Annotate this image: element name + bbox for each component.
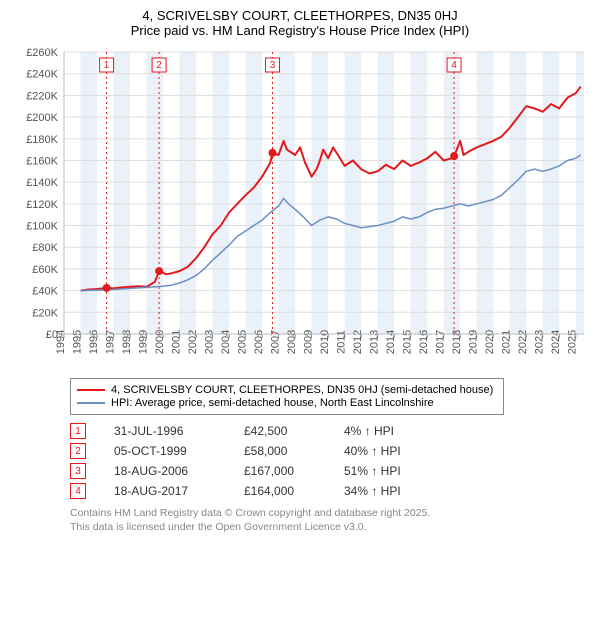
svg-text:2017: 2017: [435, 330, 447, 354]
svg-text:£220K: £220K: [26, 90, 58, 102]
sales-marker: 1: [70, 423, 86, 439]
sales-marker: 2: [70, 443, 86, 459]
svg-text:2021: 2021: [501, 330, 513, 354]
svg-text:£260K: £260K: [26, 47, 58, 59]
svg-text:2025: 2025: [567, 330, 579, 354]
legend-swatch: [77, 402, 105, 404]
svg-text:£100K: £100K: [26, 221, 58, 233]
svg-text:2024: 2024: [550, 330, 562, 354]
sales-row: 1 31-JUL-1996£42,5004% ↑ HPI: [70, 423, 590, 439]
svg-text:2004: 2004: [220, 330, 232, 354]
svg-text:2000: 2000: [154, 330, 166, 354]
sales-price: £58,000: [244, 444, 344, 458]
chart-container: 4, SCRIVELSBY COURT, CLEETHORPES, DN35 0…: [0, 0, 600, 544]
svg-text:2020: 2020: [484, 330, 496, 354]
sales-pct: 4% ↑ HPI: [344, 424, 454, 438]
svg-text:£140K: £140K: [26, 177, 58, 189]
title-subtitle: Price paid vs. HM Land Registry's House …: [10, 23, 590, 38]
sales-pct: 51% ↑ HPI: [344, 464, 454, 478]
sales-marker: 4: [70, 483, 86, 499]
svg-text:1999: 1999: [138, 330, 150, 354]
legend: 4, SCRIVELSBY COURT, CLEETHORPES, DN35 0…: [70, 378, 504, 415]
chart: £0£20K£40K£60K£80K£100K£120K£140K£160K£1…: [10, 42, 590, 372]
sales-pct: 40% ↑ HPI: [344, 444, 454, 458]
svg-text:£200K: £200K: [26, 112, 58, 124]
svg-text:2015: 2015: [402, 330, 414, 354]
sales-price: £42,500: [244, 424, 344, 438]
svg-text:4: 4: [451, 60, 457, 71]
legend-item: 4, SCRIVELSBY COURT, CLEETHORPES, DN35 0…: [77, 384, 497, 396]
legend-item: HPI: Average price, semi-detached house,…: [77, 397, 497, 409]
sales-row: 3 18-AUG-2006£167,00051% ↑ HPI: [70, 463, 590, 479]
attribution-line1: Contains HM Land Registry data © Crown c…: [70, 507, 590, 521]
svg-text:£60K: £60K: [32, 264, 58, 276]
svg-text:2018: 2018: [451, 330, 463, 354]
svg-text:£160K: £160K: [26, 155, 58, 167]
title-block: 4, SCRIVELSBY COURT, CLEETHORPES, DN35 0…: [10, 8, 590, 38]
svg-text:2019: 2019: [468, 330, 480, 354]
svg-text:2007: 2007: [270, 330, 282, 354]
svg-text:2022: 2022: [517, 330, 529, 354]
svg-text:2006: 2006: [253, 330, 265, 354]
sales-pct: 34% ↑ HPI: [344, 484, 454, 498]
sales-date: 05-OCT-1999: [114, 444, 244, 458]
title-address: 4, SCRIVELSBY COURT, CLEETHORPES, DN35 0…: [10, 8, 590, 23]
svg-text:£20K: £20K: [32, 307, 58, 319]
sales-row: 4 18-AUG-2017£164,00034% ↑ HPI: [70, 483, 590, 499]
chart-svg: £0£20K£40K£60K£80K£100K£120K£140K£160K£1…: [10, 42, 590, 372]
sales-table: 131-JUL-1996£42,5004% ↑ HPI205-OCT-1999£…: [70, 423, 590, 499]
svg-text:2013: 2013: [369, 330, 381, 354]
sales-date: 18-AUG-2017: [114, 484, 244, 498]
svg-text:£80K: £80K: [32, 242, 58, 254]
svg-text:£120K: £120K: [26, 199, 58, 211]
svg-text:£240K: £240K: [26, 69, 58, 81]
svg-text:2005: 2005: [237, 330, 249, 354]
svg-text:1996: 1996: [88, 330, 100, 354]
sales-marker: 3: [70, 463, 86, 479]
attribution: Contains HM Land Registry data © Crown c…: [70, 507, 590, 534]
legend-label: 4, SCRIVELSBY COURT, CLEETHORPES, DN35 0…: [111, 384, 493, 396]
svg-text:2002: 2002: [187, 330, 199, 354]
svg-text:1994: 1994: [55, 330, 67, 354]
svg-text:2009: 2009: [303, 330, 315, 354]
sales-row: 2 05-OCT-1999£58,00040% ↑ HPI: [70, 443, 590, 459]
attribution-line2: This data is licensed under the Open Gov…: [70, 521, 590, 535]
legend-label: HPI: Average price, semi-detached house,…: [111, 397, 434, 409]
sales-date: 31-JUL-1996: [114, 424, 244, 438]
svg-text:2014: 2014: [385, 330, 397, 354]
svg-text:2016: 2016: [418, 330, 430, 354]
svg-text:2008: 2008: [286, 330, 298, 354]
legend-swatch: [77, 389, 105, 391]
sales-price: £164,000: [244, 484, 344, 498]
svg-text:1997: 1997: [105, 330, 117, 354]
svg-text:£180K: £180K: [26, 134, 58, 146]
svg-text:2: 2: [156, 60, 162, 71]
svg-text:2012: 2012: [352, 330, 364, 354]
svg-text:2001: 2001: [171, 330, 183, 354]
svg-text:1: 1: [104, 60, 110, 71]
svg-text:3: 3: [270, 60, 276, 71]
svg-text:2010: 2010: [319, 330, 331, 354]
sales-price: £167,000: [244, 464, 344, 478]
svg-text:1998: 1998: [121, 330, 133, 354]
svg-text:2003: 2003: [204, 330, 216, 354]
sales-date: 18-AUG-2006: [114, 464, 244, 478]
svg-text:1995: 1995: [72, 330, 84, 354]
svg-text:£40K: £40K: [32, 286, 58, 298]
svg-text:2023: 2023: [534, 330, 546, 354]
